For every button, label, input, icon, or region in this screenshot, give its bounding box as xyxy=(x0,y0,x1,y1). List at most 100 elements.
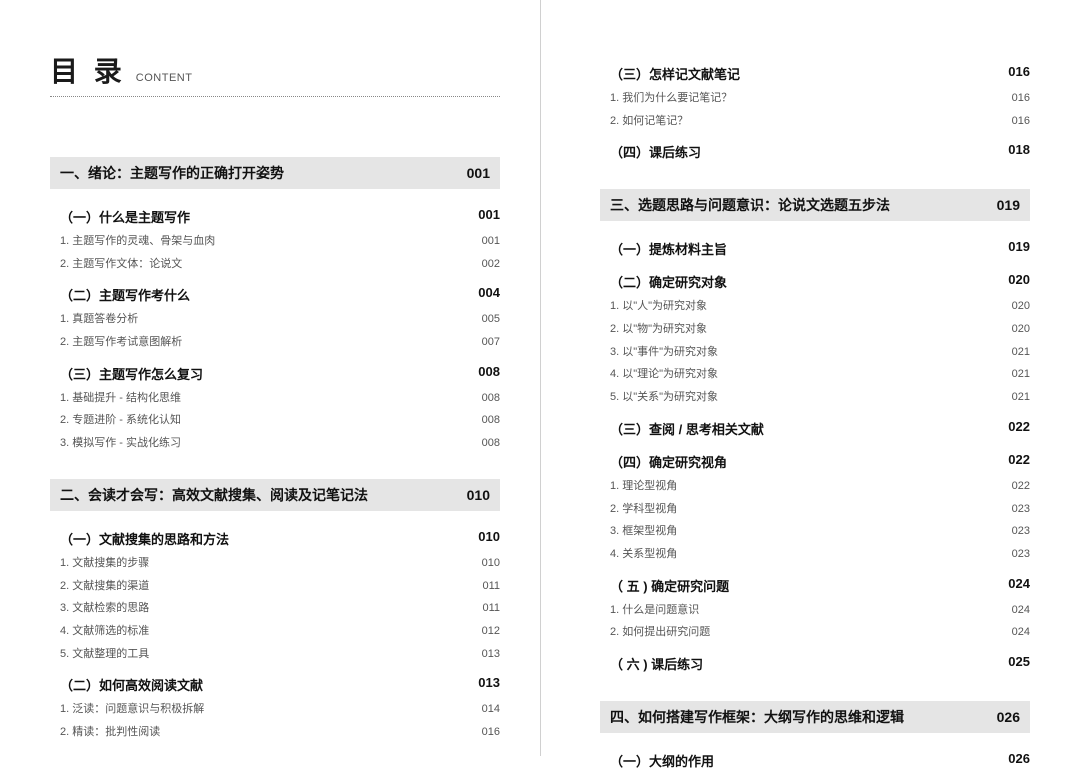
section-page: 016 xyxy=(1008,64,1030,83)
item-label: 3. 模拟写作 - 实战化练习 xyxy=(60,434,181,453)
item-page: 008 xyxy=(482,411,500,430)
item-page: 023 xyxy=(1012,500,1030,519)
item-label: 3. 文献检索的思路 xyxy=(60,599,149,618)
item-label: 2. 以"物"为研究对象 xyxy=(610,320,707,339)
toc-chapter: 三、选题思路与问题意识：论说文选题五步法019 xyxy=(600,189,1030,221)
item-page: 014 xyxy=(482,700,500,719)
section-page: 010 xyxy=(478,529,500,548)
toc-item: 1. 文献搜集的步骤010 xyxy=(50,552,500,575)
toc-item: 2. 专题进阶 - 系统化认知 008 xyxy=(50,409,500,432)
toc-item: 5. 以"关系"为研究对象 021 xyxy=(600,386,1030,409)
section-page: 026 xyxy=(1008,751,1030,770)
chapter-page: 026 xyxy=(997,709,1020,725)
item-page: 023 xyxy=(1012,545,1030,564)
toc-chapter: 二、会读才会写：高效文献搜集、阅读及记笔记法010 xyxy=(50,479,500,511)
title-sub: CONTENT xyxy=(136,72,193,84)
item-label: 5. 文献整理的工具 xyxy=(60,645,149,664)
item-label: 4. 关系型视角 xyxy=(610,545,677,564)
section-page: 013 xyxy=(478,675,500,694)
toc-header: 目 录 CONTENT xyxy=(50,50,500,90)
chapter-title: 三、选题思路与问题意识：论说文选题五步法 xyxy=(610,195,890,215)
item-page: 008 xyxy=(482,389,500,408)
item-page: 021 xyxy=(1012,343,1030,362)
section-title: （一）文献搜集的思路和方法 xyxy=(60,529,229,548)
toc-item: 2. 如何记笔记？016 xyxy=(600,110,1030,133)
toc-chapter: 四、如何搭建写作框架：大纲写作的思维和逻辑026 xyxy=(600,701,1030,733)
toc-section: （ 六 ) 课后练习 025 xyxy=(600,650,1030,677)
toc-section: （三）查阅 / 思考相关文献022 xyxy=(600,415,1030,442)
item-label: 1. 我们为什么要记笔记？ xyxy=(610,89,732,108)
toc-item: 1. 主题写作的灵魂、骨架与血肉 001 xyxy=(50,230,500,253)
toc-section: （ 五 ) 确定研究问题024 xyxy=(600,572,1030,599)
item-label: 4. 以"理论"为研究对象 xyxy=(610,365,718,384)
item-label: 2. 学科型视角 xyxy=(610,500,677,519)
item-label: 1. 基础提升 - 结构化思维 xyxy=(60,389,181,408)
item-label: 3. 以"事件"为研究对象 xyxy=(610,343,718,362)
item-page: 016 xyxy=(482,723,500,742)
item-label: 4. 文献筛选的标准 xyxy=(60,622,149,641)
section-title: （ 六 ) 课后练习 xyxy=(610,654,703,673)
section-title: （二）确定研究对象 xyxy=(610,272,727,291)
item-page: 001 xyxy=(482,232,500,251)
left-content: 一、绪论：主题写作的正确打开姿势001（一）什么是主题写作0011. 主题写作的… xyxy=(50,157,500,750)
section-page: 025 xyxy=(1008,654,1030,673)
item-label: 2. 主题写作文体：论说文 xyxy=(60,255,182,274)
toc-section: （一）文献搜集的思路和方法 010 xyxy=(50,525,500,552)
title-main: 目 录 xyxy=(50,50,126,90)
item-page: 021 xyxy=(1012,365,1030,384)
item-page: 022 xyxy=(1012,477,1030,496)
section-title: （三）查阅 / 思考相关文献 xyxy=(610,419,764,438)
item-page: 020 xyxy=(1012,320,1030,339)
toc-item: 1. 真题答卷分析005 xyxy=(50,308,500,331)
section-title: （四）确定研究视角 xyxy=(610,452,727,471)
toc-item: 2. 如何提出研究问题024 xyxy=(600,621,1030,644)
item-page: 023 xyxy=(1012,522,1030,541)
section-title: （二）如何高效阅读文献 xyxy=(60,675,203,694)
chapter-page: 001 xyxy=(467,165,490,181)
section-title: （三）主题写作怎么复习 xyxy=(60,364,203,383)
section-page: 004 xyxy=(478,285,500,304)
section-title: （三）怎样记文献笔记 xyxy=(610,64,740,83)
item-label: 5. 以"关系"为研究对象 xyxy=(610,388,718,407)
section-page: 020 xyxy=(1008,272,1030,291)
item-page: 020 xyxy=(1012,297,1030,316)
toc-section: （一）大纲的作用 026 xyxy=(600,747,1030,774)
item-label: 2. 主题写作考试意图解析 xyxy=(60,333,182,352)
section-title: （二）主题写作考什么 xyxy=(60,285,190,304)
section-title: （ 五 ) 确定研究问题 xyxy=(610,576,729,595)
section-page: 022 xyxy=(1008,452,1030,471)
item-label: 1. 泛读：问题意识与积极拆解 xyxy=(60,700,204,719)
item-page: 010 xyxy=(482,554,500,573)
item-page: 012 xyxy=(482,622,500,641)
item-label: 2. 如何记笔记？ xyxy=(610,112,688,131)
toc-item: 2. 精读：批判性阅读016 xyxy=(50,721,500,744)
toc-item: 1. 理论型视角022 xyxy=(600,475,1030,498)
toc-item: 2. 主题写作考试意图解析 007 xyxy=(50,331,500,354)
item-label: 1. 什么是问题意识 xyxy=(610,601,699,620)
toc-chapter: 一、绪论：主题写作的正确打开姿势001 xyxy=(50,157,500,189)
toc-item: 4. 文献筛选的标准 012 xyxy=(50,620,500,643)
item-label: 1. 主题写作的灵魂、骨架与血肉 xyxy=(60,232,215,251)
toc-item: 4. 以"理论"为研究对象 021 xyxy=(600,363,1030,386)
chapter-page: 010 xyxy=(467,487,490,503)
header-rule xyxy=(50,96,500,97)
item-page: 002 xyxy=(482,255,500,274)
right-content: （三）怎样记文献笔记0161. 我们为什么要记笔记？0162. 如何记笔记？01… xyxy=(600,60,1030,780)
item-page: 021 xyxy=(1012,388,1030,407)
toc-item: 1. 什么是问题意识 024 xyxy=(600,599,1030,622)
item-page: 007 xyxy=(482,333,500,352)
item-page: 024 xyxy=(1012,601,1030,620)
toc-item: 2. 文献搜集的渠道011 xyxy=(50,575,500,598)
item-label: 2. 文献搜集的渠道 xyxy=(60,577,149,596)
toc-section: （二）确定研究对象 020 xyxy=(600,268,1030,295)
section-page: 019 xyxy=(1008,239,1030,258)
toc-item: 2. 学科型视角 023 xyxy=(600,498,1030,521)
toc-item: 3. 以"事件"为研究对象 021 xyxy=(600,341,1030,364)
section-title: （一）提炼材料主旨 xyxy=(610,239,727,258)
item-label: 2. 专题进阶 - 系统化认知 xyxy=(60,411,181,430)
toc-section: （一）什么是主题写作001 xyxy=(50,203,500,230)
left-page: 目 录 CONTENT 一、绪论：主题写作的正确打开姿势001 （一）什么是主题写… xyxy=(0,0,540,756)
section-page: 018 xyxy=(1008,142,1030,161)
toc-item: 5. 文献整理的工具013 xyxy=(50,643,500,666)
section-title: （一）大纲的作用 xyxy=(610,751,714,770)
